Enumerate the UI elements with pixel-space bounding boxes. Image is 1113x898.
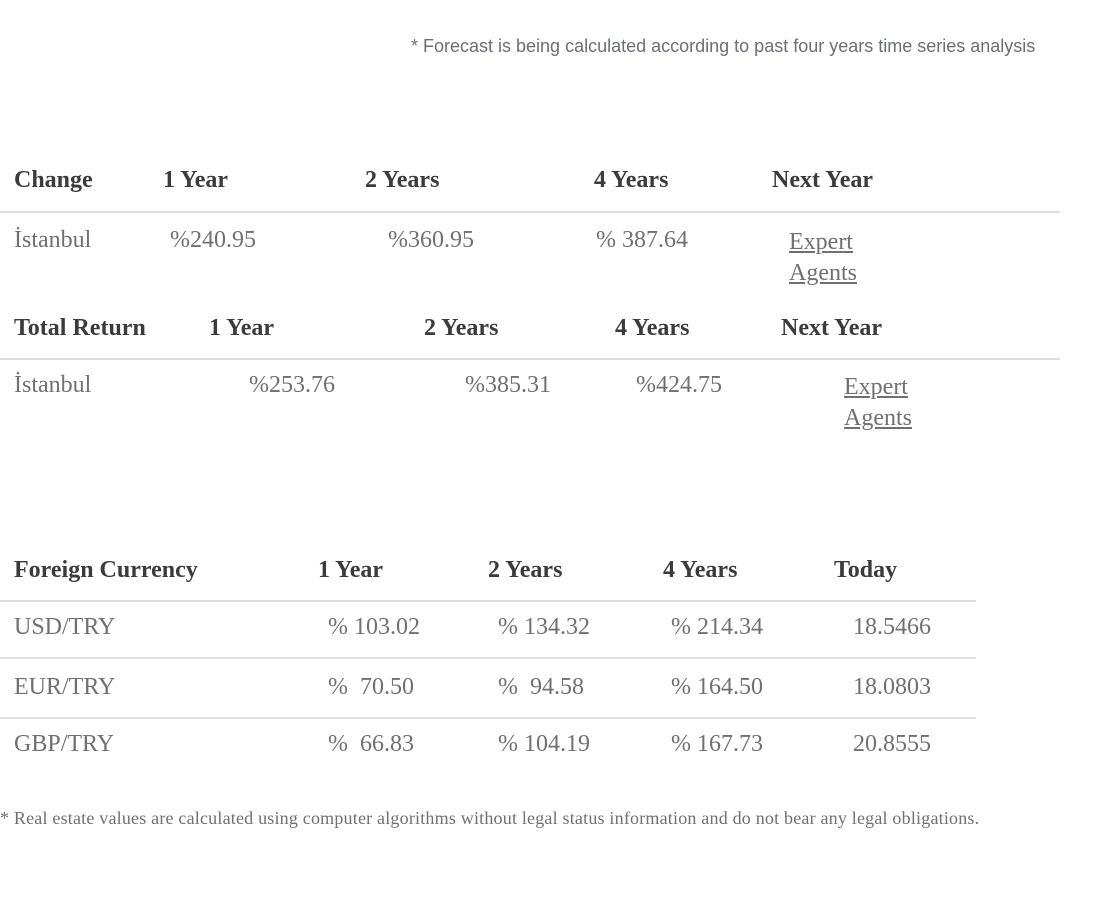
change-header-label: Change — [14, 167, 93, 193]
legal-disclaimer: * Real estate values are calculated usin… — [0, 808, 980, 828]
currency-header-today: Today — [834, 557, 898, 583]
currency-row-divider — [0, 717, 976, 719]
change-header-2-years: 2 Years — [365, 167, 440, 193]
currency-row-1-year: % 70.50 — [328, 674, 414, 700]
change-header-divider — [0, 211, 1060, 213]
total-return-header-divider — [0, 358, 1060, 360]
currency-header-divider — [0, 600, 976, 602]
link-text-line-2: Agents — [844, 405, 912, 431]
total-return-header-2-years: 2 Years — [424, 315, 499, 341]
currency-row-4-years: % 167.73 — [671, 731, 763, 757]
change-row-1-year: %240.95 — [170, 227, 256, 253]
change-header-1-year: 1 Year — [163, 167, 229, 193]
total-return-row-2-years: %385.31 — [465, 372, 551, 398]
link-text-line-1: Expert — [844, 374, 908, 400]
currency-row-pair: GBP/TRY — [14, 731, 115, 757]
total-return-header-next-year: Next Year — [781, 315, 883, 341]
change-row-2-years: %360.95 — [388, 227, 474, 253]
total-return-header-label: Total Return — [14, 315, 146, 341]
link-text-line-2: Agents — [789, 260, 857, 286]
total-return-row-1-year: %253.76 — [249, 372, 335, 398]
currency-row-2-years: % 104.19 — [498, 731, 590, 757]
forecast-note: * Forecast is being calculated according… — [411, 36, 1036, 56]
currency-row-2-years: % 134.32 — [498, 614, 590, 640]
change-expert-agents-link[interactable]: Expert Agents — [789, 227, 857, 289]
currency-row-1-year: % 103.02 — [328, 614, 420, 640]
change-header-4-years: 4 Years — [594, 167, 669, 193]
currency-header-2-years: 2 Years — [488, 557, 563, 583]
currency-header-1-year: 1 Year — [318, 557, 384, 583]
change-row-4-years: % 387.64 — [596, 227, 688, 253]
currency-row-1-year: % 66.83 — [328, 731, 414, 757]
currency-row-today: 20.8555 — [853, 731, 931, 757]
total-return-header-1-year: 1 Year — [209, 315, 275, 341]
total-return-row-city: İstanbul — [14, 372, 92, 398]
change-header-next-year: Next Year — [772, 167, 874, 193]
currency-header-label: Foreign Currency — [14, 557, 198, 583]
currency-row-4-years: % 164.50 — [671, 674, 763, 700]
currency-row-4-years: % 214.34 — [671, 614, 763, 640]
currency-row-2-years: % 94.58 — [498, 674, 584, 700]
currency-row-pair: USD/TRY — [14, 614, 116, 640]
currency-row-divider — [0, 657, 976, 659]
total-return-row-4-years: %424.75 — [636, 372, 722, 398]
change-row-city: İstanbul — [14, 227, 92, 253]
currency-row-today: 18.0803 — [853, 674, 931, 700]
link-text-line-1: Expert — [789, 229, 853, 255]
total-return-expert-agents-link[interactable]: Expert Agents — [844, 372, 912, 434]
currency-header-4-years: 4 Years — [663, 557, 738, 583]
currency-row-pair: EUR/TRY — [14, 674, 116, 700]
currency-row-today: 18.5466 — [853, 614, 931, 640]
total-return-header-4-years: 4 Years — [615, 315, 690, 341]
